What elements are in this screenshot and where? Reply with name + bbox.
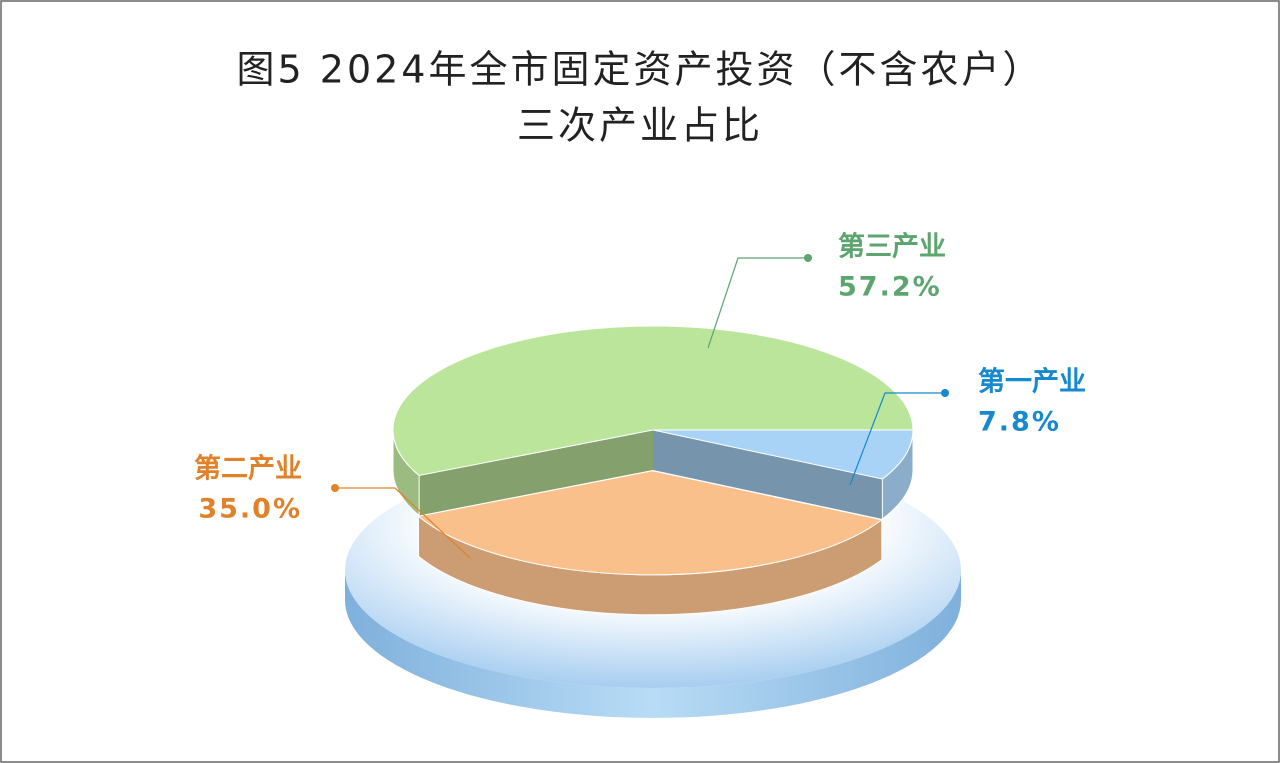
leader-line (335, 487, 471, 559)
leader-line (707, 257, 808, 349)
leader-dot (331, 484, 339, 492)
value-label: 57.2% (838, 272, 942, 303)
pie-slice (417, 470, 883, 616)
slice-top (392, 325, 914, 476)
slice-cut (653, 430, 883, 519)
category-label: 第二产业 (194, 453, 302, 485)
leader-dot (804, 254, 812, 262)
value-label: 7.8% (978, 407, 1061, 438)
category-label: 第三产业 (838, 231, 946, 263)
pie-slice (652, 429, 914, 520)
category-label: 第一产业 (978, 366, 1086, 398)
chart-title: 图5 2024年全市固定资产投资（不含农户） (237, 48, 1044, 92)
slice-top (417, 470, 883, 576)
slice-cut (419, 430, 653, 516)
leader-line (849, 392, 945, 486)
slice-top (652, 429, 914, 480)
leader-dot (941, 389, 949, 397)
value-label: 35.0% (198, 494, 302, 525)
chart-title: 三次产业占比 (517, 104, 763, 148)
